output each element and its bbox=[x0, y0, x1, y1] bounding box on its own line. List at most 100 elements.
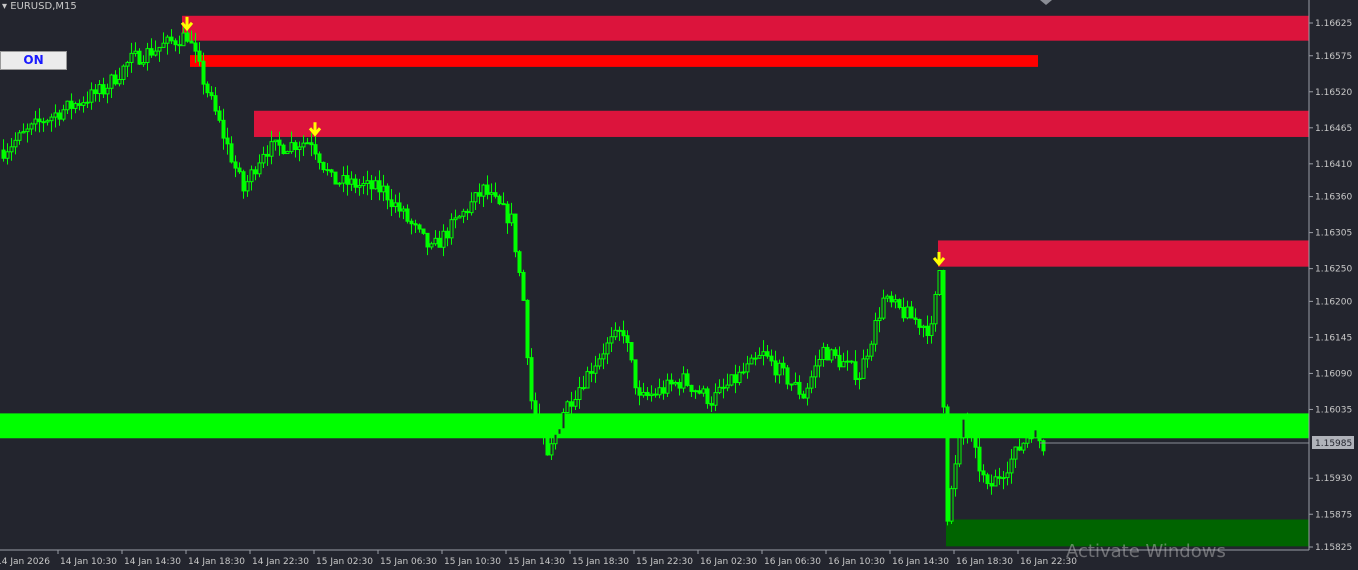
candle bbox=[725, 373, 730, 392]
indicator-toggle-button[interactable]: ON bbox=[0, 51, 67, 70]
candle bbox=[17, 129, 22, 145]
candle bbox=[525, 299, 530, 366]
price-tick-label: 1.16575 bbox=[1315, 52, 1352, 62]
candle bbox=[309, 133, 314, 157]
candle bbox=[805, 383, 810, 406]
candle bbox=[541, 419, 546, 445]
price-tick-label: 1.16200 bbox=[1315, 297, 1352, 307]
supply-zone[interactable] bbox=[254, 110, 1309, 137]
candle bbox=[617, 326, 622, 341]
candle bbox=[581, 375, 586, 391]
candle bbox=[345, 165, 350, 196]
candle bbox=[5, 143, 10, 165]
supply-zone[interactable] bbox=[938, 240, 1309, 267]
candle bbox=[489, 183, 494, 203]
candle bbox=[737, 365, 742, 386]
candle bbox=[981, 464, 986, 483]
candle bbox=[177, 35, 182, 54]
candle bbox=[613, 322, 618, 341]
candle bbox=[437, 230, 442, 248]
candle bbox=[797, 375, 802, 400]
candle bbox=[885, 294, 890, 303]
candle bbox=[965, 412, 970, 444]
price-axis: 1.16625 1.16575 1.16520 1.16465 1.16410 1.163… bbox=[1309, 19, 1352, 553]
supply-line-zone[interactable] bbox=[190, 55, 1038, 67]
candle bbox=[317, 151, 322, 170]
candle bbox=[657, 378, 662, 399]
candle bbox=[501, 192, 506, 206]
candle bbox=[761, 340, 766, 366]
candle bbox=[509, 202, 514, 227]
price-tick-label: 1.16305 bbox=[1315, 229, 1352, 239]
candle bbox=[417, 223, 422, 233]
candle bbox=[749, 354, 754, 365]
candle bbox=[173, 38, 178, 52]
candle bbox=[1025, 434, 1030, 448]
candle bbox=[753, 352, 758, 366]
candle bbox=[241, 169, 246, 199]
candle bbox=[73, 101, 78, 114]
candle bbox=[625, 330, 630, 352]
candle bbox=[393, 194, 398, 213]
candle bbox=[1005, 461, 1010, 486]
candle bbox=[937, 269, 942, 296]
candle bbox=[1041, 439, 1046, 456]
candle bbox=[405, 204, 410, 224]
candle bbox=[681, 366, 686, 393]
candle bbox=[277, 131, 282, 156]
sell-arrow-icon bbox=[308, 122, 322, 137]
time-axis: 14 Jan 2026 14 Jan 10:30 14 Jan 14:30 14 Ja… bbox=[0, 550, 1077, 567]
candle bbox=[369, 174, 374, 201]
candle bbox=[893, 294, 898, 309]
candle bbox=[353, 174, 358, 194]
candle bbox=[33, 110, 38, 132]
dropdown-triangle-icon[interactable]: ▾ bbox=[2, 1, 8, 12]
candle bbox=[273, 139, 278, 151]
candle bbox=[1001, 471, 1006, 490]
candle bbox=[285, 150, 290, 155]
candle bbox=[333, 171, 338, 185]
candle bbox=[81, 96, 86, 113]
candle bbox=[845, 350, 850, 371]
candle bbox=[881, 289, 886, 321]
candle bbox=[709, 396, 714, 413]
candle bbox=[661, 380, 666, 400]
candle bbox=[89, 82, 94, 110]
candle bbox=[133, 42, 138, 57]
candle bbox=[181, 27, 186, 47]
candle bbox=[741, 362, 746, 375]
candle bbox=[953, 455, 958, 497]
candle bbox=[733, 364, 738, 394]
candle bbox=[549, 436, 554, 461]
candle bbox=[957, 435, 962, 468]
sell-arrow-icon bbox=[932, 251, 946, 267]
candle bbox=[289, 131, 294, 154]
candle bbox=[325, 163, 330, 176]
candle bbox=[545, 435, 550, 456]
demand-zone[interactable] bbox=[0, 413, 1309, 439]
time-tick-label: 16 Jan 18:30 bbox=[956, 557, 1013, 567]
candle bbox=[897, 298, 902, 310]
candle bbox=[589, 362, 594, 383]
candle bbox=[641, 382, 646, 398]
candle bbox=[685, 369, 690, 387]
supply-zone[interactable] bbox=[182, 15, 1309, 41]
candle bbox=[873, 312, 878, 352]
candle bbox=[849, 360, 854, 364]
chart-shift-marker-icon[interactable] bbox=[1040, 0, 1052, 5]
candle bbox=[421, 228, 426, 235]
candle bbox=[109, 73, 114, 98]
candle bbox=[677, 378, 682, 396]
demand-dark-zone[interactable] bbox=[946, 519, 1309, 547]
candle bbox=[973, 428, 978, 459]
price-tick-label: 1.16035 bbox=[1315, 405, 1352, 415]
candle bbox=[1033, 420, 1038, 439]
candle bbox=[161, 32, 166, 48]
candle bbox=[225, 127, 230, 155]
candle bbox=[905, 300, 910, 320]
candle bbox=[825, 344, 830, 361]
candle bbox=[821, 342, 826, 367]
candle bbox=[917, 318, 922, 335]
candle bbox=[837, 346, 842, 371]
